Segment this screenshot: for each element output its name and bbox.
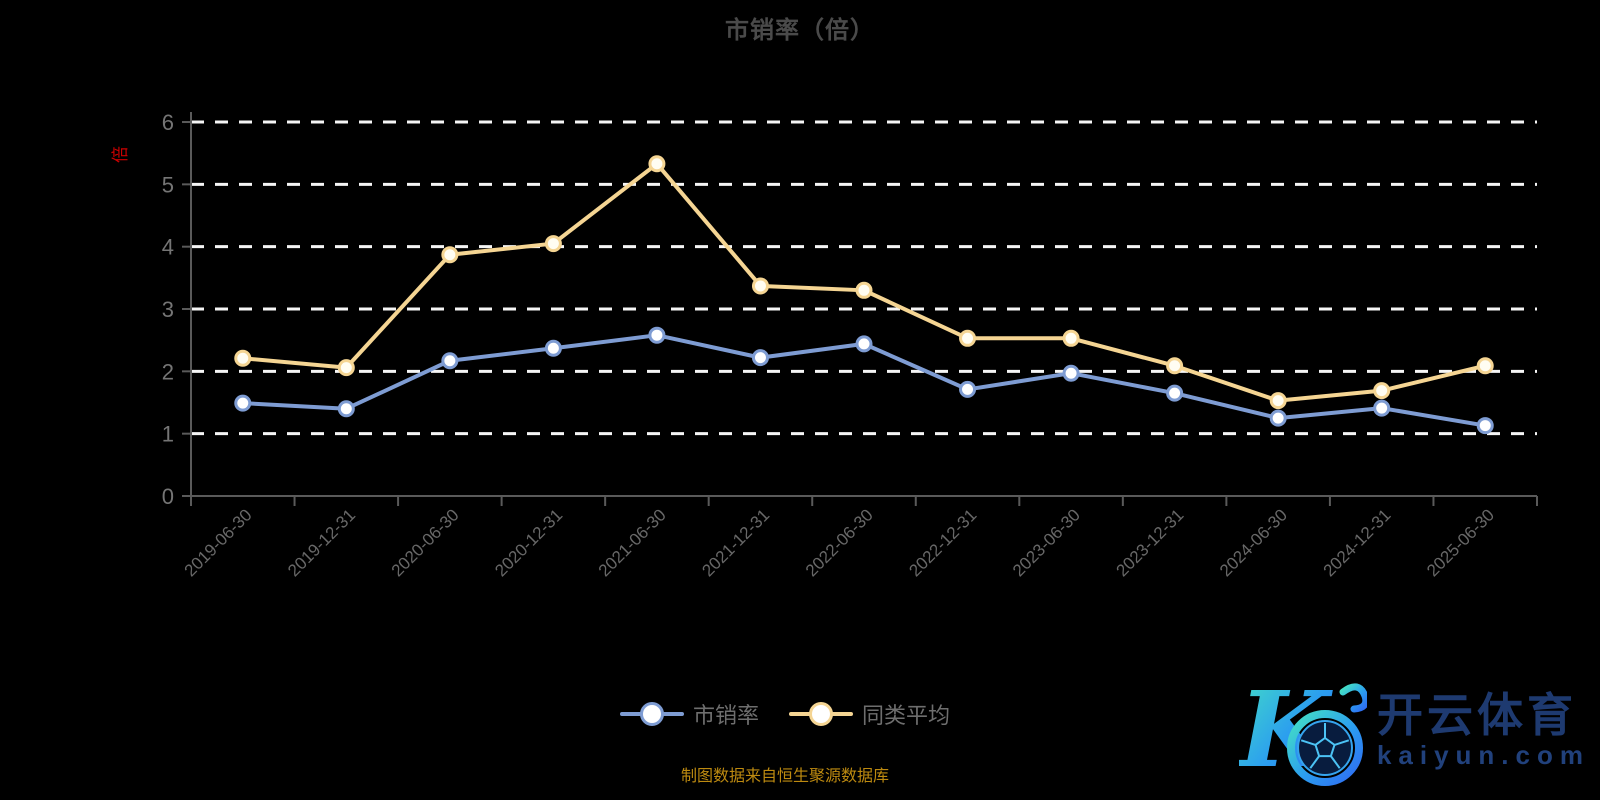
data-point[interactable] [1062, 329, 1080, 347]
data-point[interactable] [959, 380, 977, 398]
data-point[interactable] [648, 155, 666, 173]
x-tick-label: 2019-12-31 [284, 505, 359, 580]
legend-item-peer-average[interactable]: 同类平均 [789, 698, 950, 730]
data-point[interactable] [234, 349, 252, 367]
data-point[interactable] [337, 400, 355, 418]
y-tick-label: 3 [162, 297, 174, 322]
o-ring [1286, 710, 1363, 786]
data-source-note: 制图数据来自恒生聚源数据库 [680, 768, 889, 785]
kaiyun-watermark: K 开云体育 kaiyun.com [1239, 668, 1590, 792]
data-point[interactable] [337, 359, 355, 377]
data-point[interactable] [1476, 357, 1494, 375]
data-point[interactable] [1476, 417, 1494, 435]
watermark-brand-text: 开云体育 [1376, 689, 1577, 742]
data-point[interactable] [1373, 382, 1391, 400]
data-point[interactable] [441, 246, 459, 264]
legend-label: 市销率 [692, 703, 759, 728]
data-point[interactable] [544, 339, 562, 357]
x-tick-label: 2025-06-30 [1423, 505, 1498, 580]
line-circle-marker-icon [619, 701, 684, 727]
x-tick-label: 2023-12-31 [1113, 505, 1188, 580]
data-point[interactable] [1166, 357, 1184, 375]
x-tick-label: 2023-06-30 [1009, 505, 1084, 580]
data-point[interactable] [1166, 384, 1184, 402]
x-tick-label: 2022-12-31 [905, 505, 980, 580]
kaiyun-logo-icon: K [1239, 668, 1367, 791]
data-point[interactable] [441, 352, 459, 370]
x-tick-label: 2022-06-30 [802, 505, 877, 580]
soccer-ball-icon [1296, 720, 1353, 776]
data-point[interactable] [855, 281, 873, 299]
x-tick-label: 2021-06-30 [595, 505, 670, 580]
data-point[interactable] [1269, 392, 1287, 410]
watermark-domain-text: kaiyun.com [1376, 739, 1590, 770]
x-tick-label: 2020-12-31 [491, 505, 566, 580]
y-tick-label: 4 [162, 235, 174, 260]
x-tick-label: 2021-12-31 [698, 505, 773, 580]
data-point[interactable] [544, 235, 562, 253]
data-point[interactable] [751, 277, 769, 295]
data-point[interactable] [234, 394, 252, 412]
data-point[interactable] [751, 349, 769, 367]
data-point[interactable] [648, 326, 666, 344]
data-point[interactable] [959, 329, 977, 347]
x-tick-label: 2024-06-30 [1216, 505, 1291, 580]
data-point[interactable] [1373, 399, 1391, 417]
y-tick-label: 1 [162, 422, 174, 447]
y-tick-label: 5 [162, 172, 174, 197]
legend: 市销率 同类平均 [0, 698, 1570, 730]
y-tick-label: 6 [162, 110, 174, 135]
data-point[interactable] [1269, 409, 1287, 427]
legend-label: 同类平均 [862, 703, 951, 728]
legend-item-psr[interactable]: 市销率 [619, 698, 759, 730]
swirl-curl [1339, 683, 1367, 713]
x-tick-label: 2019-06-30 [181, 505, 256, 580]
x-tick-label: 2024-12-31 [1320, 505, 1395, 580]
y-tick-label: 0 [162, 484, 174, 509]
y-tick-label: 2 [162, 359, 174, 384]
line-chart-plot[interactable]: 0 1 2 3 4 5 6 2019-06-30 2019-12-31 2020-06-30 202… [0, 0, 1600, 660]
x-tick-label: 2020-06-30 [388, 505, 463, 580]
data-point[interactable] [855, 335, 873, 353]
chart-title: 市销率（倍） [725, 17, 875, 44]
data-point[interactable] [1062, 364, 1080, 382]
line-circle-marker-icon [789, 701, 853, 727]
